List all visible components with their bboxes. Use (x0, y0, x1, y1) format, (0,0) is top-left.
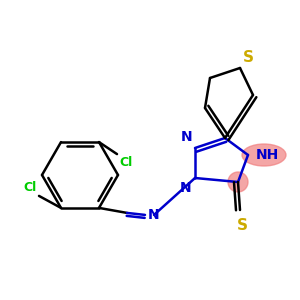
Text: Cl: Cl (24, 181, 37, 194)
Ellipse shape (228, 172, 248, 192)
Text: Cl: Cl (119, 156, 132, 169)
Text: N: N (179, 181, 191, 195)
Text: NH: NH (256, 148, 279, 162)
Text: N: N (180, 130, 192, 144)
Ellipse shape (242, 144, 286, 166)
Text: S: S (236, 218, 247, 233)
Text: S: S (243, 50, 254, 65)
Text: N: N (148, 208, 160, 222)
